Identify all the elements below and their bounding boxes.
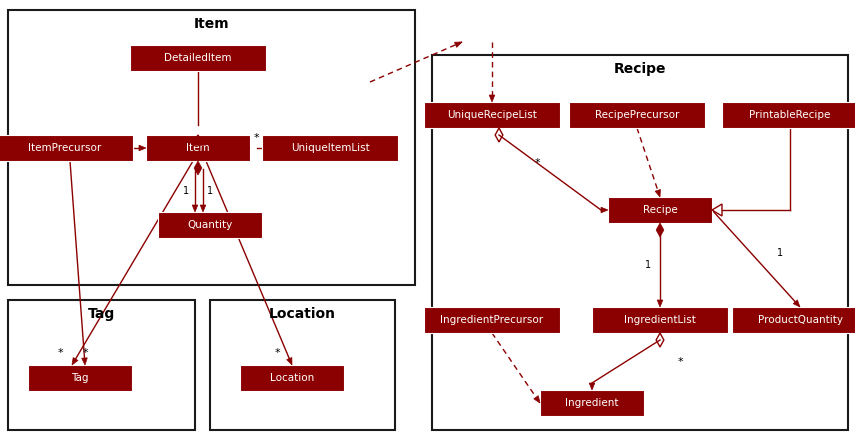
Text: RecipePrecursor: RecipePrecursor xyxy=(595,110,679,120)
Bar xyxy=(8,300,195,430)
Bar xyxy=(8,10,415,285)
Text: DetailedItem: DetailedItem xyxy=(164,53,232,63)
Polygon shape xyxy=(657,300,663,307)
Text: Item: Item xyxy=(186,143,209,153)
Bar xyxy=(158,212,262,238)
Text: PrintableRecipe: PrintableRecipe xyxy=(749,110,831,120)
Polygon shape xyxy=(601,207,608,213)
Polygon shape xyxy=(655,190,660,197)
Text: Ingredient: Ingredient xyxy=(565,398,619,408)
Polygon shape xyxy=(286,357,292,365)
Text: Tag: Tag xyxy=(71,373,89,383)
Polygon shape xyxy=(656,223,663,237)
Polygon shape xyxy=(455,42,462,48)
Polygon shape xyxy=(243,145,250,151)
Bar xyxy=(146,135,250,161)
Text: IngredientPrecursor: IngredientPrecursor xyxy=(440,315,544,325)
Polygon shape xyxy=(534,396,540,403)
Text: 1: 1 xyxy=(645,260,651,270)
Bar xyxy=(130,45,266,71)
Text: *: * xyxy=(534,158,540,168)
Polygon shape xyxy=(82,358,87,365)
Text: *: * xyxy=(274,348,280,358)
Text: Recipe: Recipe xyxy=(643,205,677,215)
Text: 1: 1 xyxy=(183,187,189,197)
Text: UniqueItemList: UniqueItemList xyxy=(291,143,369,153)
Text: UniqueRecipeList: UniqueRecipeList xyxy=(447,110,537,120)
Bar xyxy=(732,307,855,333)
Polygon shape xyxy=(200,205,206,212)
Text: IngredientList: IngredientList xyxy=(624,315,696,325)
Bar xyxy=(0,135,133,161)
Text: ProductQuantity: ProductQuantity xyxy=(758,315,842,325)
Bar xyxy=(240,365,344,391)
Bar xyxy=(569,102,705,128)
Text: 1: 1 xyxy=(207,187,213,197)
Bar xyxy=(424,102,560,128)
Text: Item: Item xyxy=(194,17,229,31)
Text: *: * xyxy=(57,348,62,358)
Bar xyxy=(424,307,560,333)
Text: Tag: Tag xyxy=(88,307,115,321)
Text: ItemPrecursor: ItemPrecursor xyxy=(28,143,102,153)
Polygon shape xyxy=(489,95,495,102)
Text: *: * xyxy=(253,133,259,143)
Text: Location: Location xyxy=(269,307,336,321)
Polygon shape xyxy=(72,358,78,365)
Text: 1: 1 xyxy=(777,249,783,258)
Bar xyxy=(432,55,848,430)
Text: *: * xyxy=(677,356,683,367)
Bar xyxy=(210,300,395,430)
Polygon shape xyxy=(192,205,198,212)
Text: *: * xyxy=(82,348,88,358)
Polygon shape xyxy=(589,383,595,390)
Bar xyxy=(262,135,398,161)
Text: Location: Location xyxy=(270,373,314,383)
Polygon shape xyxy=(194,161,202,175)
Bar xyxy=(28,365,132,391)
Polygon shape xyxy=(139,145,146,151)
Bar xyxy=(608,197,712,223)
Bar xyxy=(722,102,855,128)
Polygon shape xyxy=(793,300,800,307)
Text: Recipe: Recipe xyxy=(614,62,666,76)
Bar xyxy=(540,390,644,416)
Text: Quantity: Quantity xyxy=(187,220,233,230)
Bar xyxy=(592,307,728,333)
